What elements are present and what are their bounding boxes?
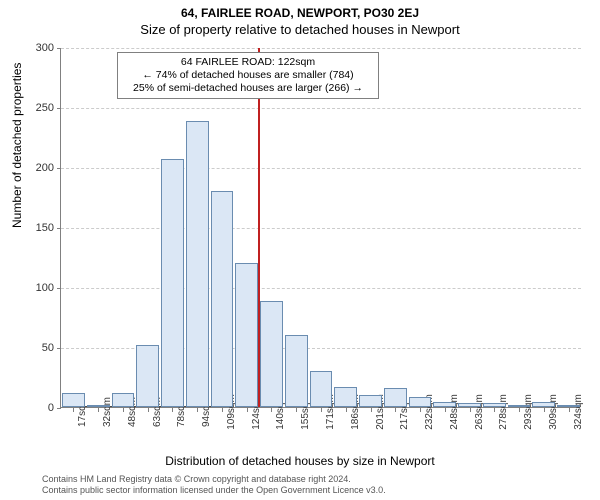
ytick-mark <box>57 228 61 229</box>
histogram-bar <box>87 405 110 407</box>
xtick-mark <box>271 408 272 412</box>
gridline <box>61 48 581 49</box>
y-axis-label: Number of detached properties <box>10 63 24 228</box>
xtick-mark <box>494 408 495 412</box>
histogram-bar <box>557 405 580 407</box>
histogram-bar <box>433 402 456 407</box>
annotation-line: 64 FAIRLEE ROAD: 122sqm <box>124 56 372 69</box>
xtick-label: 309sqm <box>548 394 559 430</box>
x-axis-label: Distribution of detached houses by size … <box>0 454 600 468</box>
histogram-bar <box>186 121 209 407</box>
ytick-mark <box>57 288 61 289</box>
ytick-label: 250 <box>36 102 54 114</box>
histogram-bar <box>334 387 357 407</box>
ytick-label: 100 <box>36 282 54 294</box>
xtick-mark <box>197 408 198 412</box>
xtick-label: 248sqm <box>449 394 460 430</box>
xtick-mark <box>371 408 372 412</box>
gridline <box>61 168 581 169</box>
histogram-bar <box>211 191 234 407</box>
ytick-label: 300 <box>36 42 54 54</box>
histogram-bar <box>285 335 308 407</box>
xtick-mark <box>321 408 322 412</box>
annotation-line: ← 74% of detached houses are smaller (78… <box>124 69 372 82</box>
gridline <box>61 108 581 109</box>
credits-line1: Contains HM Land Registry data © Crown c… <box>42 474 386 485</box>
annotation-box: 64 FAIRLEE ROAD: 122sqm← 74% of detached… <box>117 52 379 99</box>
xtick-mark <box>296 408 297 412</box>
xtick-mark <box>519 408 520 412</box>
gridline <box>61 228 581 229</box>
ytick-mark <box>57 108 61 109</box>
histogram-bar <box>483 403 506 407</box>
ytick-label: 0 <box>48 402 54 414</box>
ytick-mark <box>57 348 61 349</box>
xtick-mark <box>98 408 99 412</box>
histogram-bar <box>136 345 159 407</box>
xtick-label: 263sqm <box>474 394 485 430</box>
histogram-bar <box>310 371 333 407</box>
chart-plot-area: 05010015020025030017sqm32sqm48sqm63sqm78… <box>60 48 580 408</box>
property-marker-line <box>258 48 260 407</box>
histogram-bar <box>532 402 555 407</box>
histogram-bar <box>112 393 135 407</box>
plot-box: 05010015020025030017sqm32sqm48sqm63sqm78… <box>60 48 580 408</box>
xtick-mark <box>222 408 223 412</box>
xtick-label: 324sqm <box>573 394 584 430</box>
xtick-label: 293sqm <box>523 394 534 430</box>
histogram-bar <box>260 301 283 407</box>
ytick-label: 150 <box>36 222 54 234</box>
xtick-mark <box>470 408 471 412</box>
xtick-mark <box>420 408 421 412</box>
histogram-bar <box>508 405 531 407</box>
xtick-mark <box>148 408 149 412</box>
xtick-mark <box>123 408 124 412</box>
histogram-bar <box>359 395 382 407</box>
histogram-bar <box>62 393 85 407</box>
chart-container: 64, FAIRLEE ROAD, NEWPORT, PO30 2EJ Size… <box>0 0 600 500</box>
ytick-label: 50 <box>42 342 54 354</box>
xtick-label: 278sqm <box>498 394 509 430</box>
xtick-mark <box>73 408 74 412</box>
histogram-bar <box>409 397 432 407</box>
histogram-bar <box>458 403 481 407</box>
page-title: 64, FAIRLEE ROAD, NEWPORT, PO30 2EJ <box>0 0 600 20</box>
ytick-mark <box>57 168 61 169</box>
xtick-mark <box>395 408 396 412</box>
histogram-bar <box>384 388 407 407</box>
ytick-mark <box>57 48 61 49</box>
credits: Contains HM Land Registry data © Crown c… <box>42 474 386 497</box>
annotation-line: 25% of semi-detached houses are larger (… <box>124 82 372 95</box>
ytick-label: 200 <box>36 162 54 174</box>
xtick-mark <box>544 408 545 412</box>
histogram-bar <box>235 263 258 407</box>
histogram-bar <box>161 159 184 407</box>
credits-line2: Contains public sector information licen… <box>42 485 386 496</box>
xtick-mark <box>172 408 173 412</box>
xtick-mark <box>445 408 446 412</box>
xtick-mark <box>346 408 347 412</box>
xtick-mark <box>569 408 570 412</box>
ytick-mark <box>57 408 61 409</box>
gridline <box>61 288 581 289</box>
xtick-mark <box>247 408 248 412</box>
chart-subtitle: Size of property relative to detached ho… <box>0 20 600 37</box>
